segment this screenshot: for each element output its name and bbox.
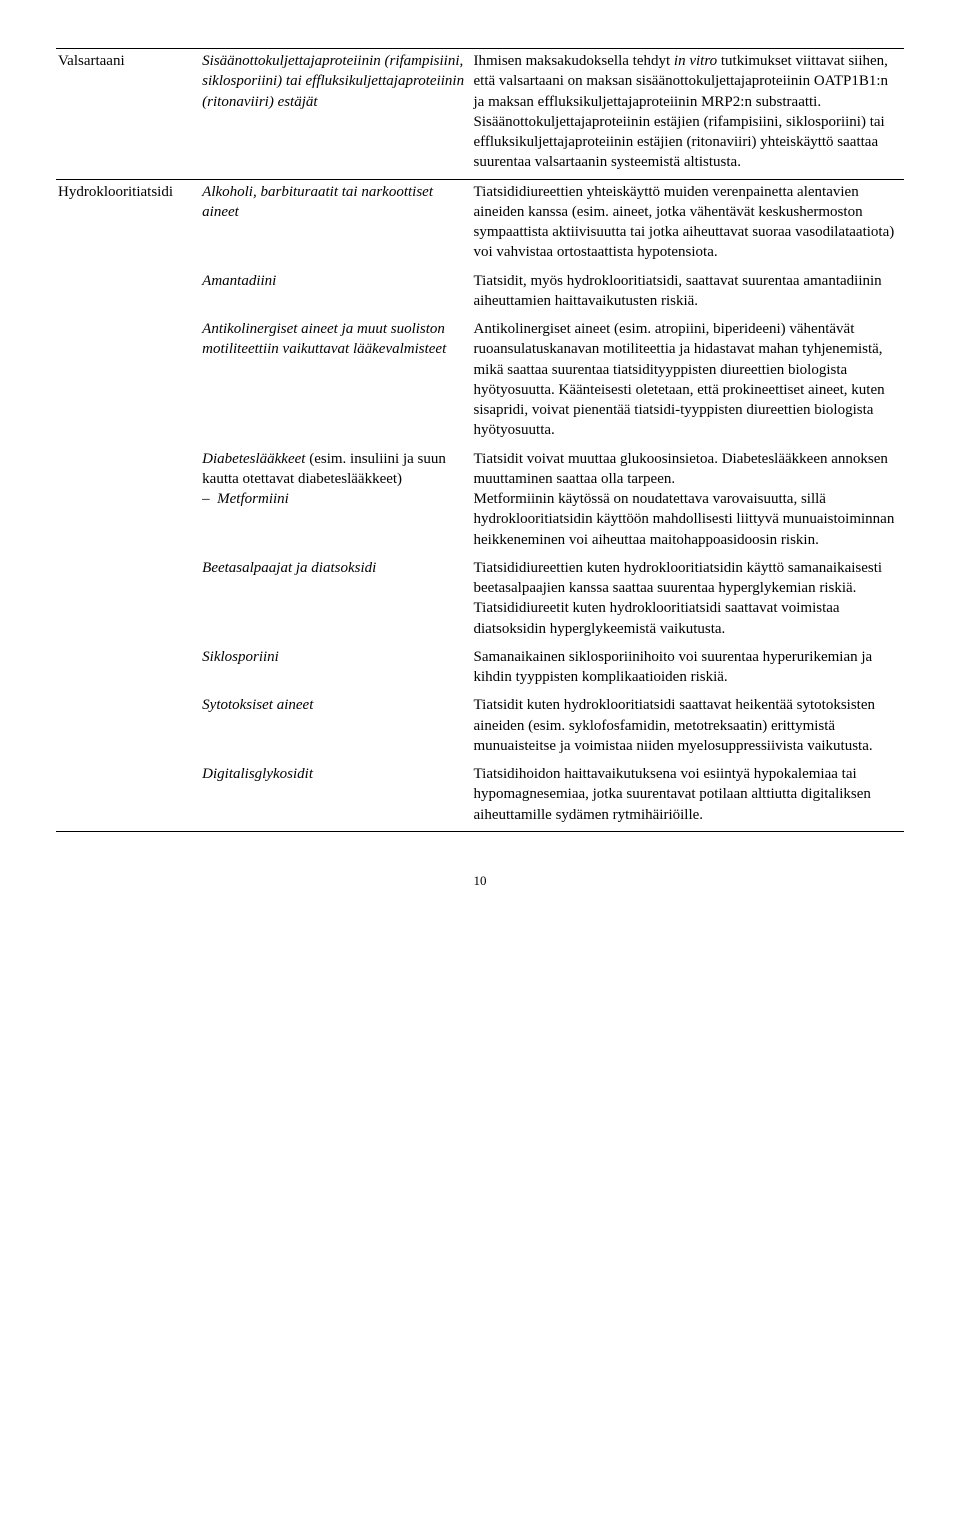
col-interacting-agent: Amantadiini [200, 269, 471, 318]
col-interacting-agent: Diabeteslääkkeet (esim. insuliini ja suu… [200, 447, 471, 556]
col-description: Tiatsidit, myös hydroklooritiatsidi, saa… [472, 269, 904, 318]
col-description: Antikolinergiset aineet (esim. atropiini… [472, 317, 904, 447]
col-description: Tiatsidit voivat muuttaa glukoosinsietoa… [472, 447, 904, 556]
col-description: Tiatsidit kuten hydroklooritiatsidi saat… [472, 693, 904, 762]
col-substance [56, 447, 200, 556]
col-description: Tiatsidihoidon haittavaikutuksena voi es… [472, 762, 904, 831]
col-substance [56, 693, 200, 762]
col-description: Ihmisen maksakudoksella tehdyt in vitro … [472, 49, 904, 180]
page-number: 10 [56, 872, 904, 890]
col-description: Tiatsididiureettien yhteiskäyttö muiden … [472, 179, 904, 269]
col-interacting-agent: Digitalisglykosidit [200, 762, 471, 831]
col-description: Samanaikainen siklosporiinihoito voi suu… [472, 645, 904, 694]
col-substance [56, 317, 200, 447]
col-substance [56, 269, 200, 318]
col-substance: Valsartaani [56, 49, 200, 180]
col-substance [56, 556, 200, 645]
col-interacting-agent: Siklosporiini [200, 645, 471, 694]
col-substance [56, 762, 200, 831]
col-interacting-agent: Beetasalpaajat ja diatsoksidi [200, 556, 471, 645]
col-substance [56, 645, 200, 694]
col-description: Tiatsididiureettien kuten hydroklooritia… [472, 556, 904, 645]
col-interacting-agent: Alkoholi, barbituraatit tai narkoottiset… [200, 179, 471, 269]
col-interacting-agent: Sytotoksiset aineet [200, 693, 471, 762]
col-interacting-agent: Antikolinergiset aineet ja muut suolisto… [200, 317, 471, 447]
col-interacting-agent: Sisäänottokuljettajaproteiinin (rifampis… [200, 49, 471, 180]
interaction-table: ValsartaaniSisäänottokuljettajaproteiini… [56, 48, 904, 832]
col-substance: Hydroklooritiatsidi [56, 179, 200, 269]
